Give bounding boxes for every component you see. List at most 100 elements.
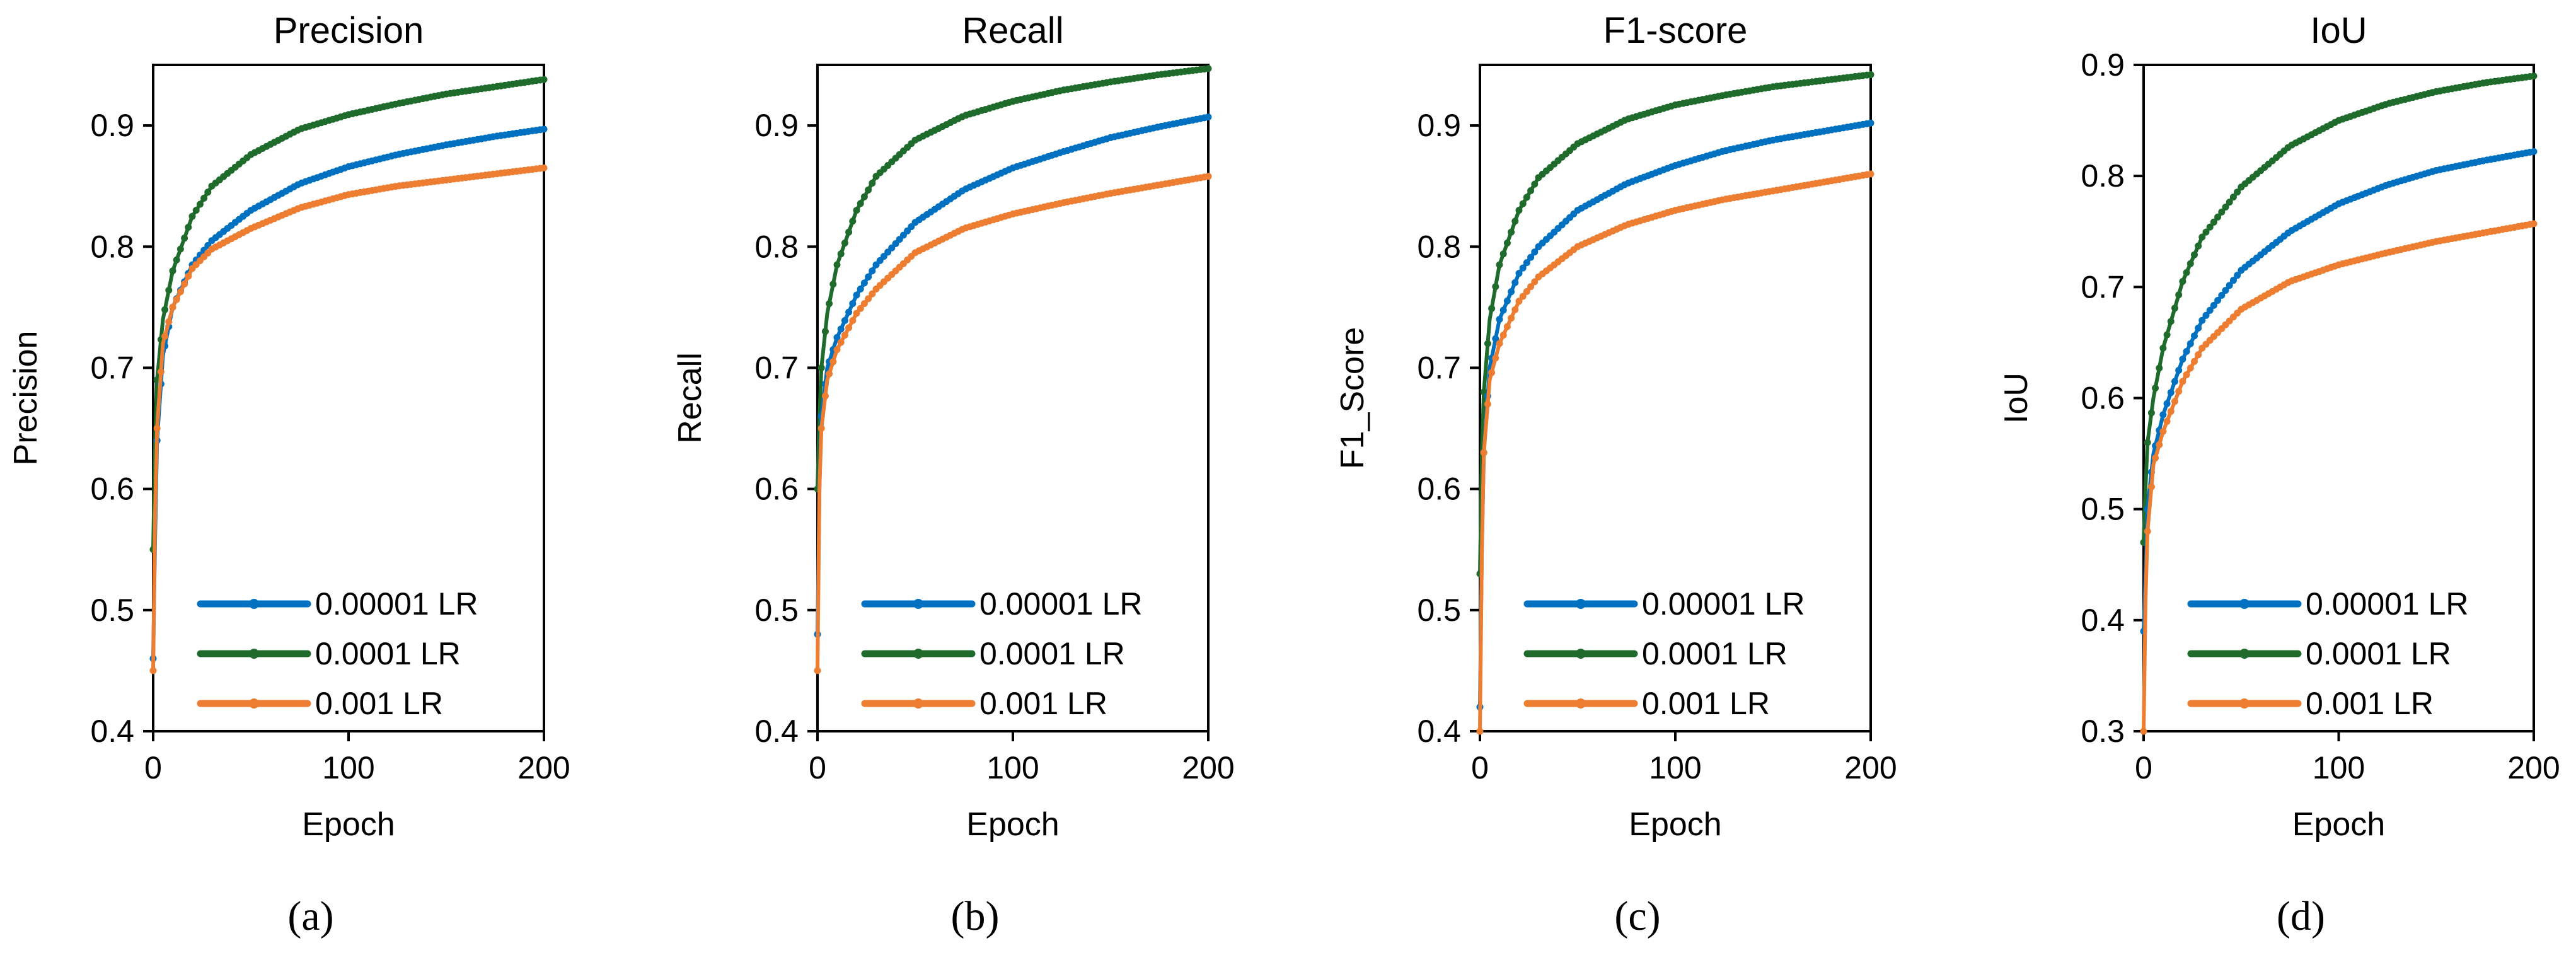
- y-tick-label: 0.4: [2081, 603, 2125, 638]
- data-point: [2171, 378, 2178, 385]
- data-point: [1531, 180, 1539, 188]
- data-point: [1515, 298, 1523, 305]
- data-point: [157, 368, 165, 376]
- y-tick-label: 0.5: [2081, 492, 2125, 527]
- series-markers: [2140, 148, 2538, 635]
- data-point: [2183, 371, 2190, 378]
- series-markers: [149, 164, 548, 674]
- data-point: [1867, 119, 1874, 127]
- data-point: [200, 194, 208, 202]
- data-point: [857, 304, 864, 312]
- data-point: [2175, 291, 2183, 299]
- data-point: [204, 188, 212, 196]
- data-point: [1492, 283, 1499, 291]
- legend-marker: [913, 649, 923, 659]
- data-point: [829, 281, 837, 288]
- y-tick-label: 0.5: [90, 593, 134, 628]
- legend-label: 0.0001 LR: [979, 636, 1125, 671]
- panel-caption: (c): [1614, 893, 1660, 939]
- x-axis-label: Epoch: [966, 806, 1059, 843]
- data-point: [2179, 278, 2186, 285]
- data-point: [1523, 259, 1530, 267]
- chart-title: F1-score: [1603, 10, 1748, 51]
- data-point: [814, 667, 821, 674]
- data-point: [2186, 340, 2194, 347]
- data-point: [845, 308, 853, 316]
- data-point: [865, 273, 872, 281]
- data-point: [869, 290, 876, 298]
- data-point: [1488, 369, 1496, 376]
- x-tick-label: 100: [2313, 750, 2365, 785]
- series-markers: [1476, 170, 1874, 735]
- data-point: [2156, 364, 2163, 372]
- legend-marker: [1576, 698, 1586, 709]
- data-point: [2210, 301, 2217, 309]
- series-line-0-0001-lr: [151, 78, 546, 552]
- data-point: [845, 324, 853, 332]
- data-point: [2163, 418, 2171, 425]
- data-point: [2191, 332, 2198, 340]
- data-point: [2159, 411, 2167, 419]
- y-tick-label: 0.8: [90, 229, 134, 264]
- data-point: [1204, 65, 1212, 72]
- legend-marker: [2239, 698, 2250, 709]
- data-point: [2179, 356, 2186, 363]
- data-point: [185, 224, 192, 231]
- data-point: [821, 392, 829, 400]
- chart-title: Precision: [274, 10, 424, 51]
- legend-label: 0.001 LR: [1642, 686, 1770, 721]
- x-axis-label: Epoch: [1629, 806, 1721, 843]
- data-point: [2195, 351, 2202, 359]
- y-tick-label: 0.7: [1417, 350, 1461, 385]
- data-point: [1499, 250, 1507, 258]
- data-point: [2210, 218, 2217, 226]
- legend-label: 0.0001 LR: [2306, 636, 2451, 671]
- data-point: [833, 346, 841, 354]
- data-point: [2229, 194, 2237, 201]
- data-point: [1496, 261, 1503, 269]
- data-point: [2206, 223, 2214, 231]
- data-point: [845, 228, 853, 236]
- chart-panel-4: IoU 0.3 0.4 0.5 0.6 0.7 0.8 0.9 0 100 200 Epoch IoU 0…: [1998, 10, 2560, 939]
- legend: 0.00001 LR 0.0001 LR 0.001 LR: [861, 586, 1143, 721]
- data-point: [176, 288, 184, 296]
- data-point: [2171, 304, 2178, 312]
- data-point: [1508, 315, 1515, 322]
- y-tick-label: 0.5: [1417, 593, 1461, 628]
- data-point: [2206, 306, 2214, 314]
- data-point: [1492, 335, 1499, 342]
- legend-marker: [2239, 599, 2250, 609]
- data-point: [2144, 439, 2151, 446]
- panel-caption: (a): [287, 893, 333, 939]
- y-tick-label: 0.4: [90, 714, 134, 749]
- data-point: [185, 272, 192, 280]
- data-point: [1484, 400, 1491, 408]
- x-tick-label: 0: [1471, 750, 1489, 785]
- data-point: [817, 425, 825, 432]
- data-point: [1476, 727, 1484, 735]
- series-markers: [814, 65, 1212, 493]
- legend-marker: [1576, 599, 1586, 609]
- series-markers: [2140, 220, 2538, 735]
- data-point: [169, 303, 176, 311]
- series-markers: [2140, 72, 2538, 546]
- data-point: [181, 234, 188, 242]
- data-point: [1484, 340, 1491, 347]
- legend-label: 0.00001 LR: [979, 586, 1143, 622]
- data-point: [1496, 340, 1503, 347]
- data-point: [2167, 408, 2175, 415]
- data-point: [865, 295, 872, 303]
- y-tick-label: 0.4: [754, 714, 799, 749]
- data-point: [1527, 253, 1535, 261]
- data-point: [153, 425, 161, 432]
- data-point: [188, 212, 196, 220]
- legend-label: 0.001 LR: [979, 686, 1107, 721]
- y-tick-label: 0.9: [2081, 47, 2125, 83]
- data-point: [2218, 208, 2226, 216]
- data-point: [829, 358, 837, 366]
- data-point: [849, 217, 857, 225]
- data-point: [2195, 242, 2202, 250]
- chart-panel-1: Precision 0.4 0.5 0.6 0.7 0.8 0.9 0 100 200 Epoch P…: [8, 10, 570, 939]
- legend-marker: [249, 649, 259, 659]
